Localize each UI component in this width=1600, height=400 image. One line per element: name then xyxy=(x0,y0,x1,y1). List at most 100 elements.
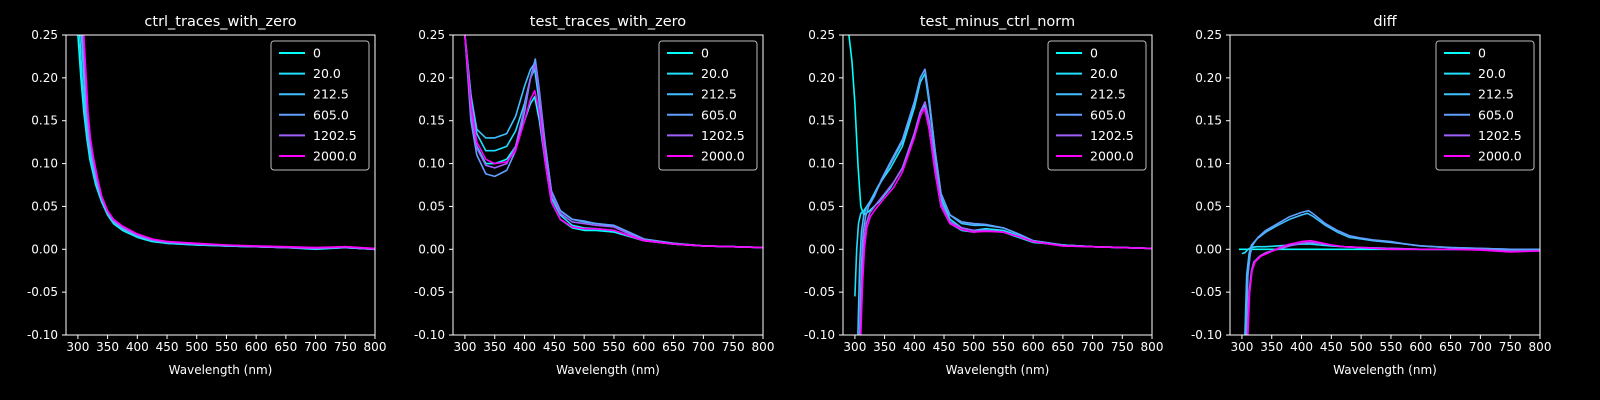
legend-label: 1202.5 xyxy=(313,128,357,143)
series-line-605.0 xyxy=(858,68,1152,335)
legend-label: 20.0 xyxy=(313,66,341,81)
x-tick-label: 350 xyxy=(1260,340,1283,354)
y-tick-label: 0.10 xyxy=(31,157,58,171)
x-tick-label: 550 xyxy=(992,340,1015,354)
legend-label: 1202.5 xyxy=(1090,128,1134,143)
y-tick-label: 0.15 xyxy=(1195,114,1222,128)
chart-title: diff xyxy=(1373,14,1397,30)
x-tick-label: 350 xyxy=(873,340,896,354)
series-line-605.0 xyxy=(1245,209,1540,335)
legend-label: 605.0 xyxy=(313,107,349,122)
legend: 0 20.0 212.5 605.0 1202.5 2000.0 xyxy=(1435,40,1535,171)
legend-label: 0 xyxy=(701,46,709,61)
y-tick-label: -0.10 xyxy=(414,328,445,342)
x-tick-label: 800 xyxy=(364,340,387,354)
x-tick-label: 700 xyxy=(1081,340,1104,354)
x-tick-label: 800 xyxy=(1141,340,1164,354)
x-tick-label: 400 xyxy=(126,340,149,354)
y-tick-label: 0.25 xyxy=(808,28,835,42)
axes-frame xyxy=(452,34,764,336)
x-tick-label: 300 xyxy=(843,340,866,354)
y-tick-label: 0.10 xyxy=(1195,157,1222,171)
y-tick-label: 0.25 xyxy=(31,28,58,42)
x-tick-label: 700 xyxy=(1469,340,1492,354)
legend: 0 20.0 212.5 605.0 1202.5 2000.0 xyxy=(658,40,758,171)
legend-label: 20.0 xyxy=(1090,66,1118,81)
panel-1: 300 350 400 450 500 550 600 650 700 750 800 -0.10 -0… xyxy=(27,14,387,377)
panel-2: 300 350 400 450 500 550 600 650 700 750 800 -0.10 -0… xyxy=(414,14,775,377)
x-tick-label: 600 xyxy=(1409,340,1432,354)
x-tick-label: 350 xyxy=(96,340,119,354)
series-line-2000.0 xyxy=(1247,239,1540,335)
legend: 0 20.0 212.5 605.0 1202.5 2000.0 xyxy=(270,40,370,171)
legend-label: 0 xyxy=(1478,46,1486,61)
y-tick-label: 0.15 xyxy=(418,114,445,128)
y-tick-label: 0.20 xyxy=(418,71,445,85)
axes-frame xyxy=(1229,34,1541,336)
x-tick-label: 750 xyxy=(722,340,745,354)
y-tick-label: 0.15 xyxy=(808,114,835,128)
x-tick-label: 600 xyxy=(245,340,268,354)
legend-label: 605.0 xyxy=(701,107,737,122)
y-tick-label: 0.25 xyxy=(1195,28,1222,42)
x-tick-label: 450 xyxy=(543,340,566,354)
axes-frame xyxy=(65,34,376,336)
x-axis-label: Wavelength (nm) xyxy=(1333,363,1437,377)
series-group xyxy=(1238,209,1540,335)
legend-label: 20.0 xyxy=(701,66,729,81)
x-tick-label: 650 xyxy=(662,340,685,354)
x-tick-label: 650 xyxy=(274,340,297,354)
legend-label: 212.5 xyxy=(313,87,349,102)
legend-label: 2000.0 xyxy=(1090,149,1134,164)
y-tick-label: 0.10 xyxy=(808,157,835,171)
x-tick-label: 450 xyxy=(156,340,179,354)
y-tick-label: 0.20 xyxy=(808,71,835,85)
x-tick-label: 600 xyxy=(1022,340,1045,354)
legend-label: 2000.0 xyxy=(313,149,357,164)
y-tick-label: -0.10 xyxy=(1191,328,1222,342)
panel-3: 300 350 400 450 500 550 600 650 700 750 800 -0.10 -0… xyxy=(804,14,1164,377)
x-tick-label: 800 xyxy=(1529,340,1552,354)
legend-label: 2000.0 xyxy=(1478,149,1522,164)
y-tick-label: 0.00 xyxy=(31,242,58,256)
y-tick-label: -0.05 xyxy=(414,285,445,299)
legend-label: 0 xyxy=(1090,46,1098,61)
chart-title: ctrl_traces_with_zero xyxy=(144,14,296,30)
chart-title: test_traces_with_zero xyxy=(530,14,687,30)
legend-label: 1202.5 xyxy=(1478,128,1522,143)
y-tick-label: 0.00 xyxy=(808,242,835,256)
x-tick-label: 450 xyxy=(1320,340,1343,354)
legend: 0 20.0 212.5 605.0 1202.5 2000.0 xyxy=(1047,40,1147,171)
x-tick-label: 500 xyxy=(573,340,596,354)
y-tick-label: 0.10 xyxy=(418,157,445,171)
series-group xyxy=(77,35,375,251)
x-tick-label: 700 xyxy=(692,340,715,354)
x-tick-label: 500 xyxy=(185,340,208,354)
x-tick-label: 750 xyxy=(334,340,357,354)
y-tick-label: 0.00 xyxy=(1195,242,1222,256)
legend-label: 0 xyxy=(313,46,321,61)
x-tick-label: 600 xyxy=(632,340,655,354)
y-tick-label: -0.10 xyxy=(804,328,835,342)
y-tick-label: -0.10 xyxy=(27,328,58,342)
x-tick-label: 550 xyxy=(603,340,626,354)
legend-label: 212.5 xyxy=(1478,87,1514,102)
y-tick-label: 0.15 xyxy=(31,114,58,128)
x-tick-label: 400 xyxy=(1290,340,1313,354)
x-axis-label: Wavelength (nm) xyxy=(556,363,660,377)
x-tick-label: 550 xyxy=(1380,340,1403,354)
legend-label: 605.0 xyxy=(1478,107,1514,122)
x-tick-label: 650 xyxy=(1439,340,1462,354)
y-tick-label: -0.05 xyxy=(27,285,58,299)
x-tick-label: 750 xyxy=(1499,340,1522,354)
x-tick-label: 800 xyxy=(752,340,775,354)
series-line-2000.0 xyxy=(860,107,1152,335)
series-group xyxy=(848,35,1152,335)
y-tick-label: 0.05 xyxy=(31,199,58,213)
y-tick-label: 0.05 xyxy=(1195,199,1222,213)
y-tick-label: 0.05 xyxy=(808,199,835,213)
x-tick-label: 750 xyxy=(1111,340,1134,354)
x-tick-label: 700 xyxy=(304,340,327,354)
legend-label: 605.0 xyxy=(1090,107,1126,122)
y-tick-label: 0.25 xyxy=(418,28,445,42)
